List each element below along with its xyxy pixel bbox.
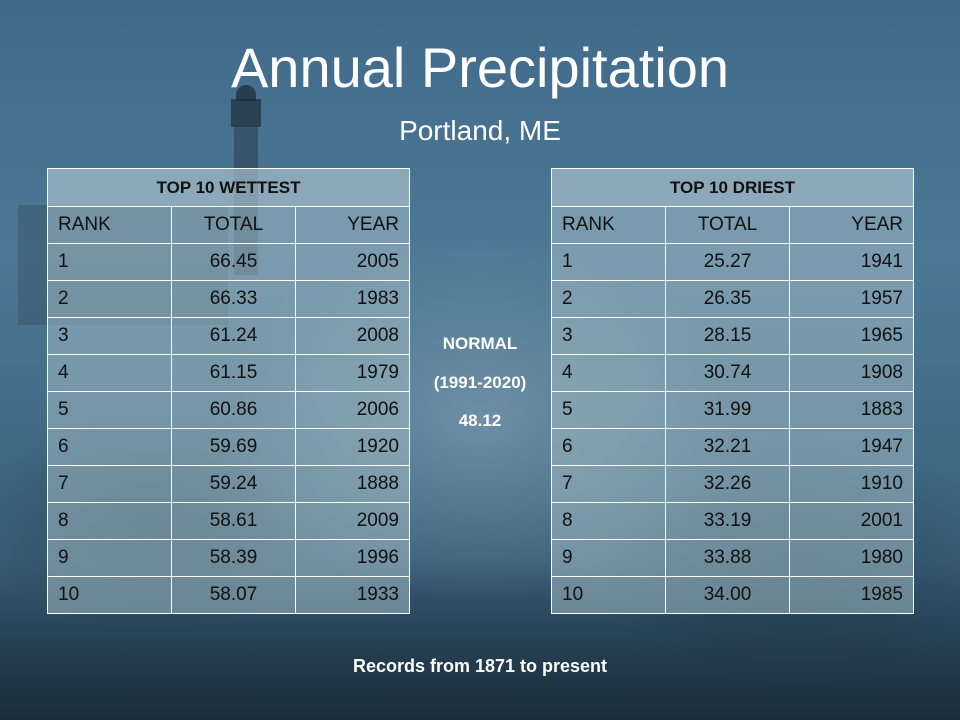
table-row: 9 33.88 1980	[551, 539, 915, 577]
cell-total: 32.21	[665, 428, 790, 466]
cell-total: 61.24	[171, 317, 296, 355]
slide-title: Annual Precipitation	[230, 36, 730, 99]
cell-year: 2008	[295, 317, 410, 355]
table-row: 8 33.19 2001	[551, 502, 915, 540]
column-header-year: YEAR	[295, 206, 410, 244]
cell-year: 2001	[788, 502, 915, 540]
cell-rank: 4	[47, 354, 172, 392]
cell-year: 2005	[295, 243, 410, 281]
cell-total: 30.74	[665, 354, 790, 392]
cell-year: 1965	[788, 317, 915, 355]
table-row: 3 28.15 1965	[551, 317, 915, 355]
driest-table: TOP 10 DRIEST RANK TOTAL YEAR 1 25.27 1941 2 26…	[550, 168, 915, 614]
cell-total: 59.24	[171, 465, 296, 503]
cell-rank: 6	[551, 428, 666, 466]
cell-rank: 8	[47, 502, 172, 540]
table-row: 2 66.33 1983	[47, 280, 410, 318]
cell-year: 1908	[788, 354, 915, 392]
cell-total: 66.45	[171, 243, 296, 281]
cell-total: 31.99	[665, 391, 790, 429]
cell-year: 1996	[295, 539, 410, 577]
cell-rank: 1	[551, 243, 666, 281]
table-row: 9 58.39 1996	[47, 539, 410, 577]
table-row: 6 59.69 1920	[47, 428, 410, 466]
cell-rank: 2	[551, 280, 666, 318]
cell-rank: 9	[47, 539, 172, 577]
table-row: 4 30.74 1908	[551, 354, 915, 392]
table-row: 5 31.99 1883	[551, 391, 915, 429]
cell-year: 1941	[788, 243, 915, 281]
cell-year: 1979	[295, 354, 410, 392]
cell-rank: 6	[47, 428, 172, 466]
cell-rank: 5	[47, 391, 172, 429]
table-row: 7 59.24 1888	[47, 465, 410, 503]
records-footnote: Records from 1871 to present	[352, 656, 608, 676]
cell-year: 2009	[295, 502, 410, 540]
column-header-total: TOTAL	[171, 206, 296, 244]
table-row: 1 66.45 2005	[47, 243, 410, 281]
table-row: 5 60.86 2006	[47, 391, 410, 429]
cell-year: 2006	[295, 391, 410, 429]
cell-total: 66.33	[171, 280, 296, 318]
cell-rank: 3	[47, 317, 172, 355]
cell-year: 1888	[295, 465, 410, 503]
cell-rank: 10	[47, 576, 172, 614]
column-header-rank: RANK	[47, 206, 172, 244]
cell-year: 1980	[788, 539, 915, 577]
cell-total: 32.26	[665, 465, 790, 503]
column-header-row: RANK TOTAL YEAR	[47, 206, 410, 244]
table-row: 8 58.61 2009	[47, 502, 410, 540]
cell-total: 60.86	[171, 391, 296, 429]
table-row: 1 25.27 1941	[551, 243, 915, 281]
cell-rank: 10	[551, 576, 666, 614]
cell-total: 33.19	[665, 502, 790, 540]
cell-rank: 1	[47, 243, 172, 281]
cell-year: 1883	[788, 391, 915, 429]
cell-total: 25.27	[665, 243, 790, 281]
cell-total: 61.15	[171, 354, 296, 392]
cell-year: 1920	[295, 428, 410, 466]
cell-year: 1983	[295, 280, 410, 318]
table-row: 2 26.35 1957	[551, 280, 915, 318]
cell-year: 1933	[295, 576, 410, 614]
table-row: 7 32.26 1910	[551, 465, 915, 503]
cell-total: 26.35	[665, 280, 790, 318]
cell-rank: 4	[551, 354, 666, 392]
cell-rank: 2	[47, 280, 172, 318]
normal-period: (1991-2020)	[433, 372, 527, 392]
cell-total: 58.07	[171, 576, 296, 614]
slide-subtitle: Portland, ME	[399, 115, 561, 146]
cell-rank: 7	[551, 465, 666, 503]
table-row: 10 34.00 1985	[551, 576, 915, 614]
cell-rank: 7	[47, 465, 172, 503]
driest-table-header: TOP 10 DRIEST	[550, 168, 915, 207]
column-header-total: TOTAL	[665, 206, 790, 244]
cell-year: 1985	[788, 576, 915, 614]
cell-rank: 8	[551, 502, 666, 540]
wettest-table-header: TOP 10 WETTEST	[47, 168, 410, 207]
cell-year: 1957	[788, 280, 915, 318]
cell-total: 58.61	[171, 502, 296, 540]
normal-label: NORMAL	[442, 334, 518, 353]
normal-value: 48.12	[458, 411, 502, 430]
normal-precip-box: NORMAL (1991-2020) 48.12	[409, 325, 551, 441]
cell-total: 58.39	[171, 539, 296, 577]
wettest-table: TOP 10 WETTEST RANK TOTAL YEAR 1 66.45 2005 2 6…	[47, 168, 410, 614]
cell-year: 1910	[788, 465, 915, 503]
column-header-rank: RANK	[551, 206, 666, 244]
cell-year: 1947	[788, 428, 915, 466]
cell-rank: 5	[551, 391, 666, 429]
cell-total: 34.00	[665, 576, 790, 614]
cell-total: 59.69	[171, 428, 296, 466]
table-row: 3 61.24 2008	[47, 317, 410, 355]
cell-rank: 3	[551, 317, 666, 355]
cell-rank: 9	[551, 539, 666, 577]
column-header-year: YEAR	[788, 206, 915, 244]
column-header-row: RANK TOTAL YEAR	[551, 206, 915, 244]
table-row: 10 58.07 1933	[47, 576, 410, 614]
table-row: 4 61.15 1979	[47, 354, 410, 392]
cell-total: 28.15	[665, 317, 790, 355]
table-row: 6 32.21 1947	[551, 428, 915, 466]
cell-total: 33.88	[665, 539, 790, 577]
